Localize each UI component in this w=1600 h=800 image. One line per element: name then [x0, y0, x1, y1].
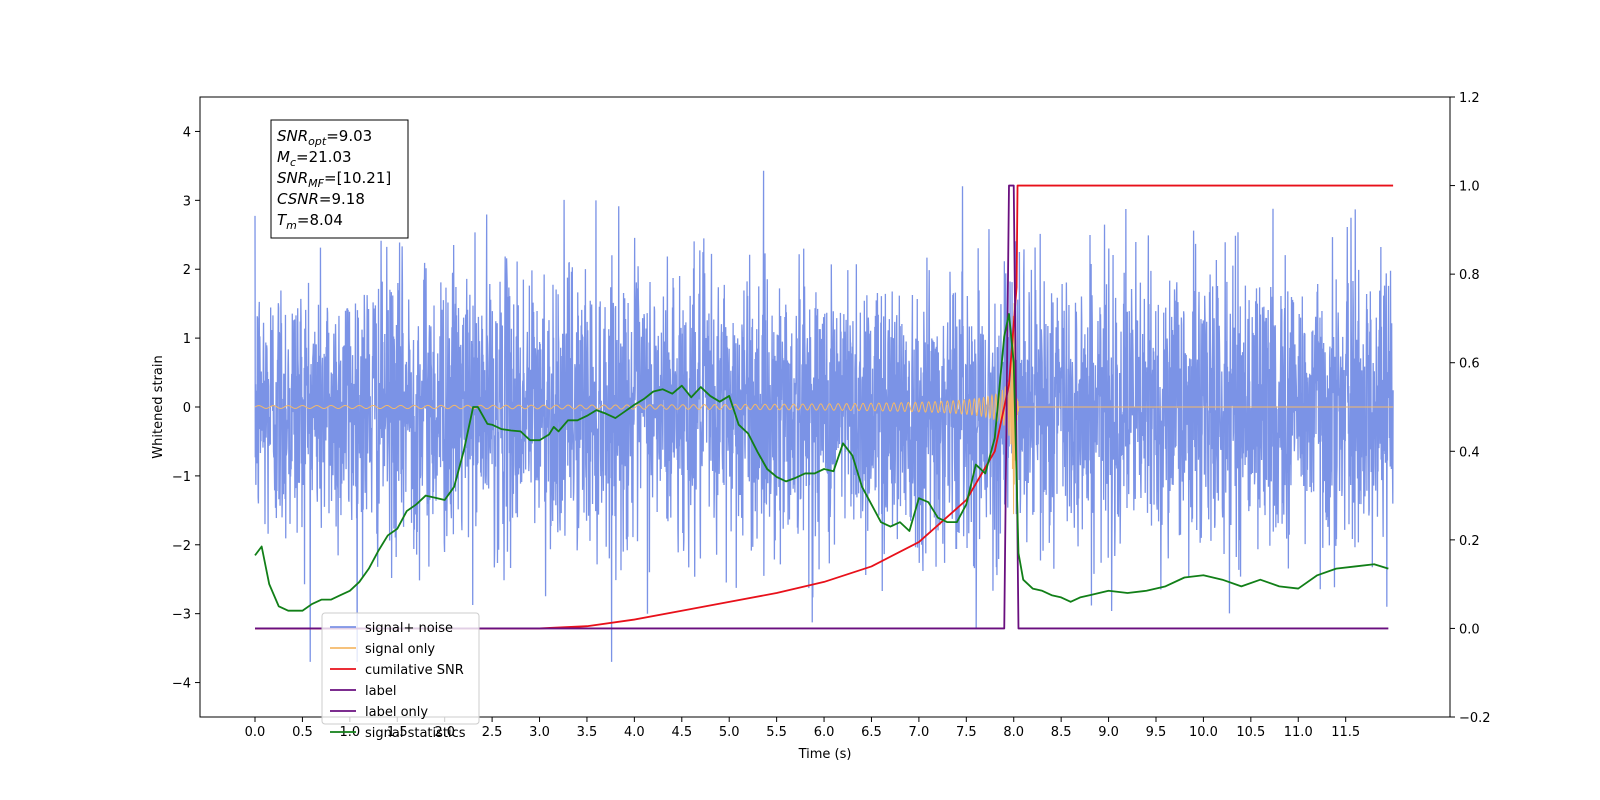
- x-tick-label: 10.0: [1189, 725, 1218, 740]
- x-tick-label: 9.5: [1146, 725, 1167, 740]
- x-tick-label: 0.5: [292, 725, 313, 740]
- x-tick-label: 4.5: [671, 725, 692, 740]
- annotation-line: Tm=8.04: [277, 211, 343, 232]
- annotation-line: CSNR=9.18: [277, 190, 365, 208]
- x-tick-label: 2.5: [482, 725, 503, 740]
- y-tick-label: −3: [172, 608, 191, 623]
- series-cumilative-snr: [255, 184, 1394, 630]
- x-tick-label: 3.5: [577, 725, 598, 740]
- y2-tick-label: 0.8: [1459, 268, 1480, 283]
- series-line: [254, 313, 1389, 612]
- legend-frame: [321, 612, 480, 725]
- annotation-line: SNRMF=[10.21]: [277, 169, 391, 190]
- x-tick-label: 6.0: [814, 725, 835, 740]
- y2-tick-label: 0.6: [1459, 357, 1480, 372]
- series-line: [255, 184, 1394, 630]
- signal-trace: [254, 303, 1394, 515]
- y-tick-label: −4: [172, 677, 191, 692]
- x-tick-label: 3.0: [529, 725, 550, 740]
- plot-area: [254, 170, 1394, 662]
- legend-label: label: [365, 684, 396, 699]
- y2-tick-label: 0.0: [1459, 622, 1480, 637]
- x-tick-label: 6.5: [861, 725, 882, 740]
- legend-label: cumilative SNR: [365, 663, 464, 678]
- legend: signal+ noise signal only cumilative SNR la…: [321, 612, 480, 741]
- x-tick-label: 11.5: [1331, 725, 1360, 740]
- y-axis-right: −0.2 0.0 0.2 0.4 0.6 0.8 1.0 1.2: [1450, 91, 1491, 726]
- x-tick-label: 7.5: [956, 725, 977, 740]
- y2-tick-label: 0.4: [1459, 445, 1480, 460]
- legend-label: signal statistics: [365, 726, 466, 741]
- legend-label: label only: [365, 705, 428, 720]
- y-axis-left: −4 −3 −2 −1 0 1 2 3 4: [172, 125, 200, 692]
- x-tick-label: 8.5: [1051, 725, 1072, 740]
- y-tick-label: 3: [183, 194, 191, 209]
- x-tick-label: 2.0: [434, 725, 455, 740]
- series-signal-only: [254, 303, 1394, 515]
- legend-label: signal+ noise: [365, 621, 453, 636]
- series-signal-noise: [254, 170, 1394, 662]
- y-tick-label: 0: [183, 401, 191, 416]
- y-tick-label: 1: [183, 332, 191, 347]
- y-tick-label: −1: [172, 470, 191, 485]
- x-tick-label: 4.0: [624, 725, 645, 740]
- x-tick-label: 5.5: [766, 725, 787, 740]
- series-line: [255, 184, 1389, 630]
- series-signal-statistics: [254, 313, 1389, 612]
- x-tick-label: 8.0: [1003, 725, 1024, 740]
- noise-trace: [254, 170, 1394, 662]
- series-label: [255, 184, 1389, 630]
- y2-tick-label: 1.0: [1459, 180, 1480, 195]
- y-axis-label: Whitened strain: [151, 355, 166, 458]
- x-tick-label: 0.0: [245, 725, 266, 740]
- y-tick-label: 2: [183, 263, 191, 278]
- x-tick-label: 10.5: [1236, 725, 1265, 740]
- x-tick-label: 1.5: [387, 725, 408, 740]
- x-tick-label: 5.0: [719, 725, 740, 740]
- legend-label: signal only: [365, 642, 435, 657]
- x-axis-label: Time (s): [798, 747, 852, 762]
- annotation-box: SNRopt=9.03Mc=21.03SNRMF=[10.21]CSNR=9.1…: [270, 119, 409, 239]
- y-tick-label: −2: [172, 539, 191, 554]
- y2-tick-label: 0.2: [1459, 534, 1480, 549]
- y2-tick-label: 1.2: [1459, 91, 1480, 106]
- annotation-line: SNRopt=9.03: [277, 127, 372, 148]
- x-tick-label: 11.0: [1284, 725, 1313, 740]
- y2-tick-label: −0.2: [1459, 711, 1491, 726]
- x-axis: 0.0 0.5 1.0 1.5 2.0 2.5 3.0 3.5 4.0 4.5 5.0 5.5 6.0 6…: [245, 717, 1360, 740]
- x-tick-label: 7.0: [909, 725, 930, 740]
- x-tick-label: 9.0: [1098, 725, 1119, 740]
- y-tick-label: 4: [183, 125, 191, 140]
- annotation-line: Mc=21.03: [277, 148, 352, 169]
- annotation-frame: [270, 119, 409, 239]
